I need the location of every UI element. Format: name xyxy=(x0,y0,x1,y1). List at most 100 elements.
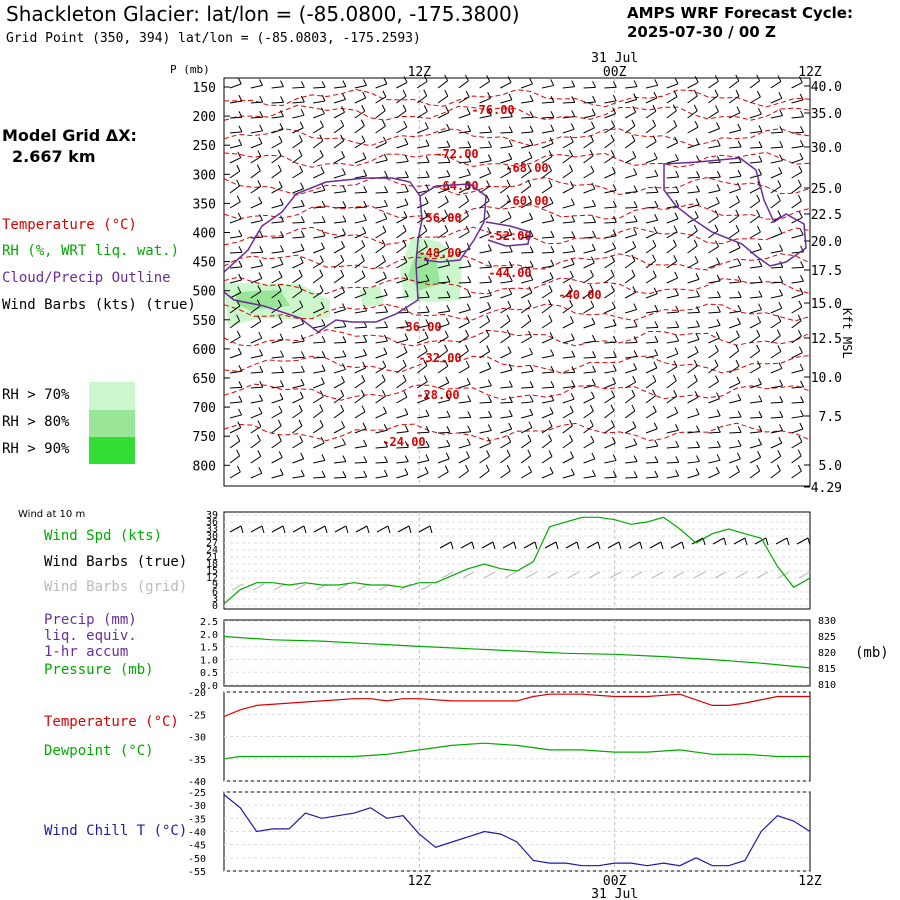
wind-barb-shaft xyxy=(354,310,367,314)
wind-barb-flag xyxy=(423,240,428,247)
wind-barb-grid xyxy=(651,571,664,579)
wind-barb-flag xyxy=(508,152,513,160)
wind-barb-flag xyxy=(633,93,638,100)
wind-barb xyxy=(375,389,386,404)
wind-barb xyxy=(292,334,305,344)
wind-barb xyxy=(604,255,615,269)
wind-barb-shaft xyxy=(708,350,719,359)
wind-barb-grid xyxy=(483,571,496,579)
wind-barb xyxy=(396,359,407,374)
wind-barb xyxy=(541,450,553,464)
wind-barb-shaft xyxy=(562,115,575,119)
wind-barb xyxy=(770,345,782,359)
wind-barb-shaft xyxy=(729,445,742,449)
wind-barb xyxy=(666,424,679,434)
wind-barb xyxy=(687,320,700,329)
wind-barb xyxy=(416,75,428,89)
wind-barb-shaft xyxy=(645,125,656,134)
wind-barb xyxy=(396,408,409,419)
wind-barb xyxy=(417,305,430,314)
wind-barb-shaft xyxy=(500,352,512,359)
wind-barb-shaft xyxy=(437,350,448,359)
wind-barb-shaft xyxy=(749,470,761,479)
wind-barb xyxy=(313,200,326,209)
wind-barb-flag xyxy=(384,186,389,193)
wind-barb xyxy=(666,77,679,89)
wind-barb xyxy=(666,334,680,344)
wind-barb xyxy=(250,214,263,224)
wind-barb-flag xyxy=(800,380,804,388)
wind-barb-shaft xyxy=(417,296,430,299)
wind-barb-flag xyxy=(259,365,264,373)
wind-barb-flag xyxy=(467,276,472,283)
wind-barb-flag xyxy=(591,317,596,325)
wind-barb-shaft xyxy=(666,218,679,224)
wind-barb-flag xyxy=(631,404,636,412)
wind-barb-shaft xyxy=(666,446,679,449)
wind-barb-flag xyxy=(779,410,784,418)
wind-barb-shaft xyxy=(229,305,241,314)
wind-barb xyxy=(749,290,763,299)
wind-barb-shaft xyxy=(666,191,679,194)
wind-barb-flag xyxy=(466,168,471,176)
wind-barb-flag xyxy=(652,254,657,261)
wind-barb-shaft xyxy=(375,142,387,149)
wind-barb-shaft xyxy=(520,320,532,329)
wind-barb xyxy=(791,126,805,134)
wind-barb xyxy=(521,229,534,239)
wind-barb xyxy=(479,289,492,299)
wind-barb-flag xyxy=(654,200,659,208)
wind-barb xyxy=(541,230,555,239)
wind-barb-shaft xyxy=(479,250,492,254)
wind-barb xyxy=(229,465,241,479)
pressure-tick-label: 550 xyxy=(193,314,216,329)
wind-barb-flag xyxy=(695,333,700,340)
wind-barb-flag xyxy=(279,333,284,340)
wind-barb-shaft xyxy=(312,442,325,449)
wind-barb-flag xyxy=(403,390,408,398)
wind-barb xyxy=(333,404,345,419)
wind-barb xyxy=(354,439,368,449)
wind-barb xyxy=(375,186,389,194)
wind-barb-shaft xyxy=(292,425,303,434)
wind-barb-shaft xyxy=(666,245,677,254)
wind-barb xyxy=(687,390,699,404)
wind-barb-flag xyxy=(384,440,389,448)
wind-barb-flag xyxy=(756,225,761,233)
wind-barb-grid xyxy=(672,571,685,579)
wind-barb xyxy=(396,211,408,224)
wind-barb-flag xyxy=(591,378,596,386)
wind-barb-shaft xyxy=(770,97,783,104)
wind-barb xyxy=(645,200,659,209)
wind-barb-flag xyxy=(800,140,804,147)
wind-barb-shaft xyxy=(271,128,284,134)
wind-barb-flag xyxy=(570,451,574,458)
wind-barb-flag xyxy=(779,289,783,296)
wind-barb xyxy=(312,404,324,419)
wind-barb-flag xyxy=(589,404,594,412)
wind-barb xyxy=(520,179,532,194)
wind-barb xyxy=(292,165,304,179)
height-tick-label: 17.5 xyxy=(811,264,842,279)
wind-barb xyxy=(375,360,387,374)
wind-barb-flag xyxy=(716,170,721,178)
wind-barb xyxy=(375,77,388,89)
wind-barb xyxy=(313,81,326,89)
wind-barb-flag xyxy=(444,209,449,217)
wind-barb xyxy=(666,212,679,224)
wind-barb-shaft xyxy=(749,146,763,149)
wind-barb-shaft xyxy=(417,263,429,269)
wind-barb-flag xyxy=(737,275,742,283)
wind-barb xyxy=(708,375,720,389)
wind-barb-flag xyxy=(756,194,761,202)
wind-barb-true xyxy=(355,525,368,533)
wind-barb-shaft xyxy=(645,84,658,89)
wind-barb xyxy=(604,166,616,179)
wind-barb xyxy=(354,119,365,134)
wind-barb-flag xyxy=(757,451,762,458)
wind-barb xyxy=(500,194,511,209)
wind-barb-shaft xyxy=(749,200,761,209)
wind-barb-flag xyxy=(277,299,282,307)
wind-barb-flag xyxy=(693,104,698,112)
wind-barb xyxy=(229,395,243,404)
